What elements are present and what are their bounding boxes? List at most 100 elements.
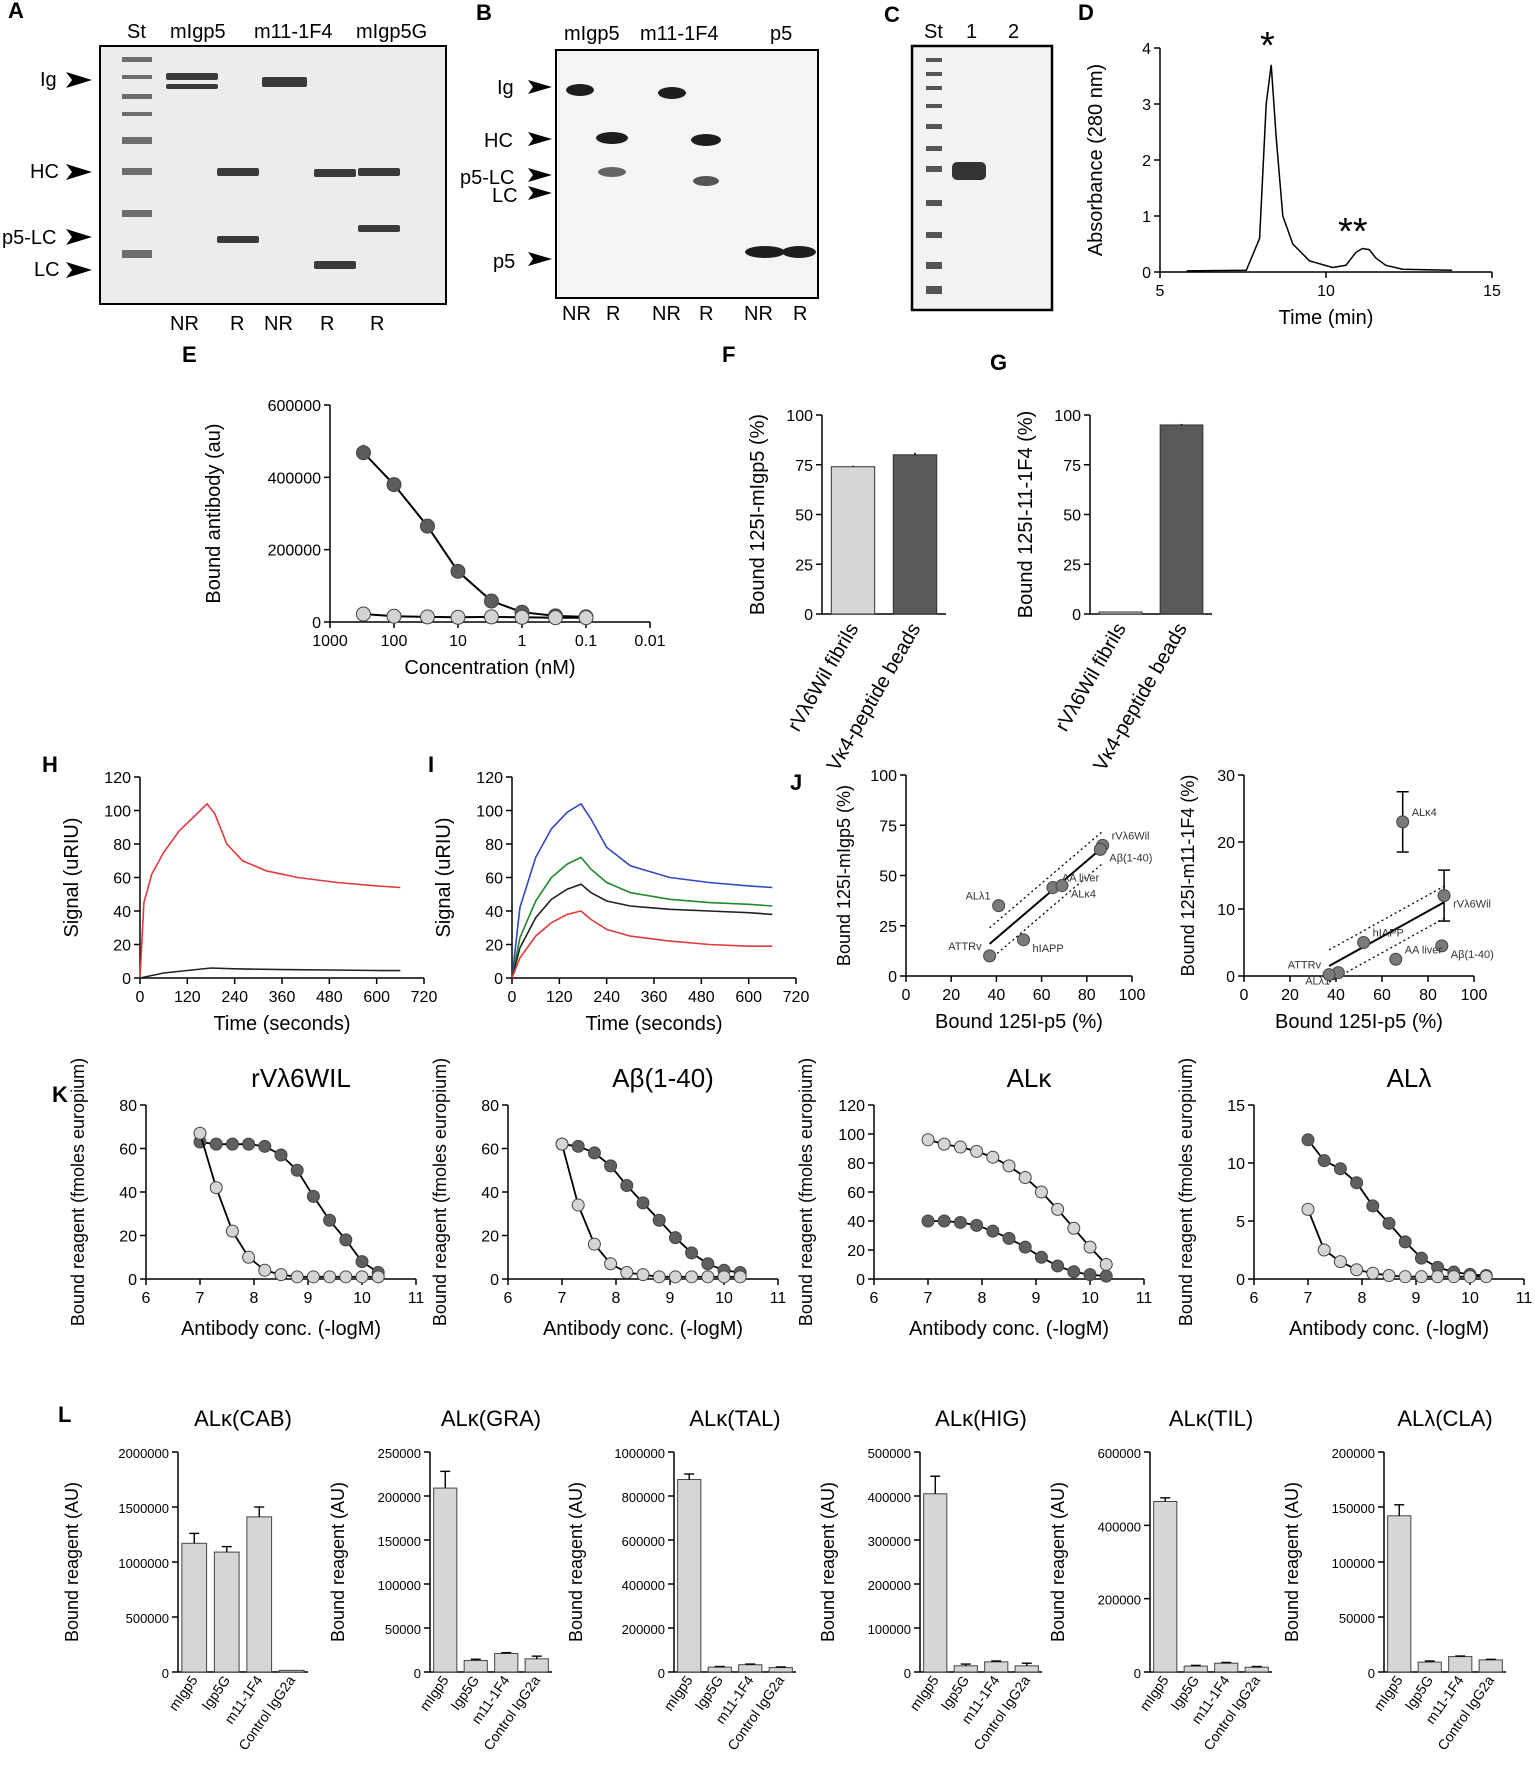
- series-curve: [199, 1141, 379, 1274]
- y-tick-label: 3: [1142, 97, 1151, 114]
- series-dark: [193, 1135, 385, 1279]
- panel-l-letter: L: [58, 1402, 71, 1427]
- data-point: [209, 1181, 223, 1195]
- data-point: [986, 1224, 1000, 1238]
- x-tick-label: 11: [770, 1290, 787, 1307]
- y-tick-label: 400000: [868, 1490, 911, 1505]
- panel-f-letter: F: [722, 342, 735, 367]
- point-label: ALλ1: [966, 891, 991, 903]
- data-point: [1435, 939, 1449, 953]
- x-tick-label: 480: [688, 989, 715, 1006]
- bar: [494, 1653, 519, 1673]
- y-tick-label: 0: [1226, 969, 1235, 986]
- y-tick-label: 120: [838, 1098, 865, 1115]
- y-tick-label: 20: [485, 938, 503, 955]
- confidence-band: [1328, 885, 1445, 951]
- data-point: [306, 1270, 320, 1284]
- y-axis-label: Bound reagent (fmoles europium): [430, 1058, 450, 1326]
- data-point: [1083, 1240, 1097, 1254]
- data-point: [1333, 1162, 1347, 1176]
- bar: [1244, 1666, 1269, 1673]
- x-axis-label: Time (seconds): [585, 1013, 722, 1035]
- gel-a-lane-nr1: NR: [170, 313, 199, 335]
- data-point: [1083, 1268, 1097, 1282]
- data-point: [636, 1268, 650, 1282]
- gel-a-lane-migp5: mIgp5: [170, 21, 226, 43]
- y-tick-label: 20: [481, 1229, 499, 1246]
- bar: [433, 1487, 458, 1673]
- gel-a-marker-p5lc: p5-LC: [2, 227, 56, 249]
- panel-d-annotations: * **: [1260, 25, 1368, 253]
- y-tick-label: 0: [1134, 1666, 1141, 1681]
- blot-b-marker-hc: HC: [484, 130, 513, 152]
- y-tick-label: 0: [128, 1272, 137, 1289]
- y-tick-label: 20: [119, 1229, 137, 1246]
- data-point: [571, 1139, 585, 1153]
- gel-a-ladder: [122, 57, 152, 258]
- point-label: ATTRv: [1288, 960, 1322, 972]
- data-point: [921, 1214, 935, 1228]
- point-label: rVλ6Wil: [1453, 899, 1491, 911]
- point-label: hIAPP: [1373, 928, 1404, 940]
- data-point: [1414, 1251, 1428, 1265]
- chart-e: 0 200000 400000 600000 1000 100 10 1 0.1 0.01 Conc…: [203, 398, 666, 679]
- data-point: [685, 1270, 699, 1284]
- y-axis-label: Signal (uRIU): [61, 817, 83, 937]
- x-tick-label: 11: [1136, 1290, 1153, 1307]
- x-tick-label: 10: [1461, 1290, 1479, 1307]
- x-tick-label: 9: [1412, 1290, 1421, 1307]
- chart-title: ALκ(TAL): [689, 1406, 780, 1431]
- data-point: [1002, 1159, 1016, 1173]
- series-curve: [362, 452, 587, 618]
- bar: [246, 1516, 273, 1673]
- data-point: [986, 1150, 1000, 1164]
- fit-line: [988, 846, 1104, 945]
- panel-e-letter: E: [182, 342, 197, 367]
- panel-d-letter: D: [1078, 0, 1094, 25]
- data-point: [1055, 879, 1069, 893]
- y-tick-label: 0: [312, 615, 321, 632]
- category-label: mIgp5: [416, 1672, 452, 1713]
- series-blue-line: [511, 802, 773, 979]
- y-tick-label: 0: [856, 1272, 865, 1289]
- chart-h: 0 20 40 60 80 100 120 0 120 240 360 480 600 720 Time (…: [61, 770, 437, 1035]
- y-tick-label: 800000: [622, 1490, 665, 1505]
- chart-l5: 0 200000 400000 600000 Bound reagent (AU) ALκ…: [1048, 1406, 1272, 1753]
- y-tick-label: 500000: [126, 1611, 169, 1626]
- data-point: [685, 1246, 699, 1260]
- data-point: [571, 1198, 585, 1212]
- x-tick-label: 5: [1156, 283, 1165, 300]
- x-tick-label: 1000: [312, 633, 348, 650]
- data-point: [225, 1224, 239, 1238]
- x-tick-label: 20: [942, 987, 960, 1004]
- data-point: [1366, 1266, 1380, 1280]
- bar: [738, 1664, 763, 1673]
- y-tick-label: 0: [1236, 1272, 1245, 1289]
- point-label: AA liver: [1405, 944, 1443, 956]
- bar: [1478, 1659, 1503, 1673]
- data-point: [555, 1137, 569, 1151]
- y-tick-label: 75: [1063, 458, 1081, 475]
- data-point: [1034, 1250, 1048, 1264]
- data-point: [1017, 933, 1031, 947]
- y-tick-label: 60: [481, 1142, 499, 1159]
- y-tick-label: 200000: [378, 1490, 421, 1505]
- y-tick-label: 100: [476, 804, 503, 821]
- y-tick-label: 200000: [268, 543, 321, 560]
- chart-title: ALκ(HIG): [935, 1406, 1027, 1431]
- x-tick-label: 120: [174, 989, 201, 1006]
- x-tick-label: 600: [363, 989, 390, 1006]
- series-red-line: [139, 802, 401, 979]
- chart-title: Aβ(1-40): [612, 1063, 714, 1093]
- chart-l1: 0 500000 1000000 1500000 2000000 Bound reagen…: [62, 1406, 308, 1753]
- y-tick-label: 1000000: [118, 1556, 169, 1571]
- x-tick-label: 60: [1373, 987, 1391, 1004]
- series-line: [1186, 64, 1453, 272]
- y-axis-label: Bound reagent (fmoles europium): [796, 1058, 816, 1326]
- blot-b-marker-p5: p5: [493, 251, 515, 273]
- x-tick-label: 10: [353, 1290, 371, 1307]
- y-axis-label: Bound reagent (AU): [818, 1482, 838, 1642]
- x-axis-label: Antibody conc. (-logM): [909, 1318, 1109, 1340]
- x-tick-label: 15: [1483, 283, 1501, 300]
- y-tick-label: 50000: [1339, 1611, 1375, 1626]
